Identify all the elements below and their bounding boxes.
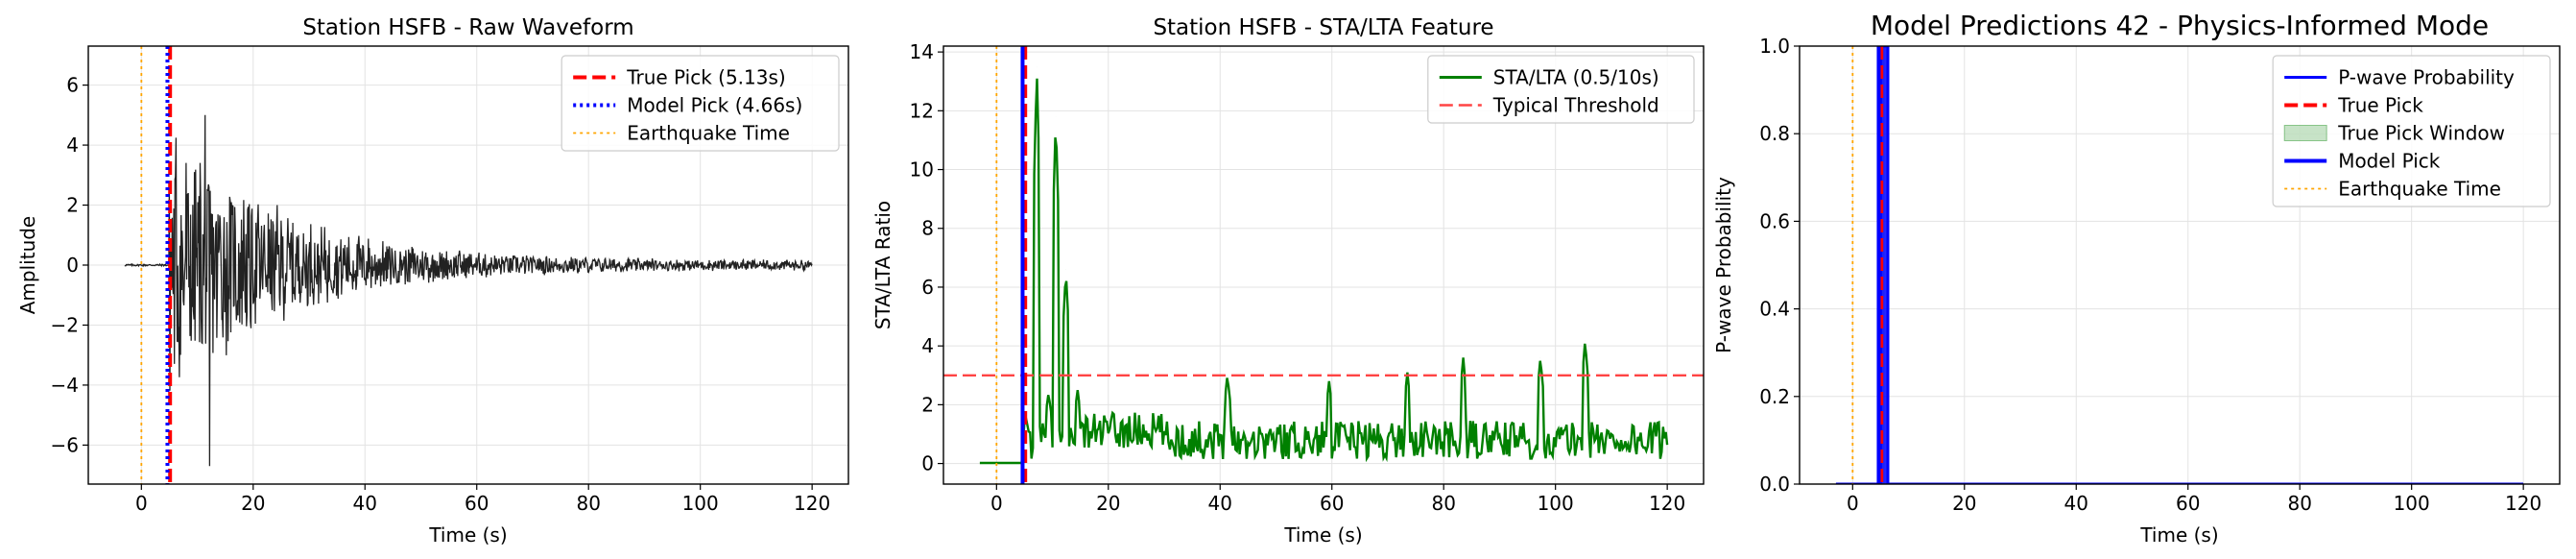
y-tick-label: 0.6 [1759, 209, 1790, 232]
x-tick-label: 20 [241, 492, 265, 515]
x-tick-label: 100 [1538, 492, 1574, 515]
x-tick-label: 100 [682, 492, 719, 515]
y-axis-label: Amplitude [16, 216, 39, 315]
legend-entry: Earthquake Time [2338, 178, 2501, 201]
legend-entry: Typical Threshold [1492, 94, 1659, 117]
x-axis-label: Time (s) [428, 523, 507, 547]
x-tick-label: 120 [1649, 492, 1685, 515]
legend-entry: True Pick (5.13s) [626, 66, 786, 89]
chart-panel-3: 0 20 40 60 80 100 120 0.0 0.2 0.4 0.6 0.8 1.0 Model P… [1712, 10, 2561, 547]
x-tick-label: 80 [2287, 492, 2311, 515]
y-tick-label: 8 [921, 217, 934, 240]
y-tick-label: 6 [66, 74, 79, 97]
axes-frame [942, 45, 1705, 485]
legend-box [561, 55, 840, 152]
legend: STA/LTA (0.5/10s) Typical Threshold [1427, 55, 1695, 124]
legend-entry: True Pick Window [2337, 122, 2505, 145]
legend: True Pick (5.13s) Model Pick (4.66s) Earth… [561, 55, 840, 152]
x-tick-label: 60 [465, 492, 489, 515]
legend-swatch [2283, 125, 2327, 141]
y-tick-label: 0.4 [1759, 298, 1790, 321]
x-tick-label: 40 [353, 492, 377, 515]
legend-box [2272, 55, 2551, 207]
x-tick-label: 60 [1320, 492, 1344, 515]
y-tick-label: 4 [66, 134, 79, 157]
y-tick-label: −2 [51, 313, 79, 336]
y-tick-label: 2 [921, 393, 934, 416]
y-tick-label: 14 [910, 40, 934, 63]
x-tick-label: 80 [576, 492, 600, 515]
axes-frame [1799, 45, 2561, 485]
x-tick-label: 0 [990, 492, 1003, 515]
x-tick-label: 120 [794, 492, 830, 515]
y-tick-label: 0 [66, 254, 79, 277]
chart-title: Station HSFB - STA/LTA Feature [1153, 15, 1493, 40]
plot-area [943, 46, 1704, 484]
legend-entry: P-wave Probability [2338, 66, 2515, 89]
x-tick-label: 100 [2394, 492, 2430, 515]
y-tick-label: 0.8 [1759, 122, 1790, 145]
y-axis-label: P-wave Probability [1712, 177, 1735, 353]
sta-lta-line [979, 78, 1669, 465]
legend: P-wave Probability True Pick True Pick Win… [2272, 55, 2551, 207]
chart-title: Model Predictions 42 - Physics-Informed … [1871, 10, 2489, 41]
x-tick-label: 0 [135, 492, 148, 515]
chart-panel-2: 0 20 40 60 80 100 120 0 2 4 6 8 10 12 14 Station HSFB -… [871, 15, 1705, 547]
legend-entry: Earthquake Time [627, 122, 790, 145]
x-axis-label: Time (s) [1283, 523, 1362, 547]
y-tick-label: 1.0 [1759, 35, 1790, 58]
probability-pulse [1880, 46, 1889, 484]
y-tick-label: 4 [921, 334, 934, 357]
chart-title: Station HSFB - Raw Waveform [302, 15, 633, 40]
y-tick-label: −6 [51, 433, 79, 456]
x-tick-label: 40 [2064, 492, 2088, 515]
x-tick-label: 80 [1431, 492, 1455, 515]
x-axis-label: Time (s) [2139, 523, 2218, 547]
y-tick-label: 0.2 [1759, 385, 1790, 408]
plot-area [1835, 46, 2524, 484]
waveform-line [124, 114, 813, 467]
y-tick-label: −4 [51, 374, 79, 397]
x-tick-label: 0 [1847, 492, 1859, 515]
x-tick-label: 60 [2176, 492, 2200, 515]
y-tick-label: 0 [921, 452, 934, 475]
plot-area [124, 46, 813, 484]
legend-entry: True Pick [2337, 94, 2423, 117]
legend-entry: Model Pick (4.66s) [627, 94, 802, 117]
x-tick-label: 20 [1096, 492, 1120, 515]
x-tick-label: 20 [1952, 492, 1976, 515]
y-tick-label: 0.0 [1759, 473, 1790, 496]
y-tick-label: 12 [910, 99, 934, 122]
y-tick-label: 6 [921, 276, 934, 299]
legend-entry: Model Pick [2338, 150, 2441, 173]
legend-entry: STA/LTA (0.5/10s) [1493, 66, 1659, 89]
x-tick-label: 40 [1208, 492, 1232, 515]
y-axis-label: STA/LTA Ratio [871, 201, 894, 329]
legend-box [1427, 55, 1695, 124]
x-tick-label: 120 [2505, 492, 2541, 515]
y-tick-label: 2 [66, 194, 79, 217]
chart-panel-1: 0 20 40 60 80 100 120 −6 −4 −2 0 2 4 6 Station HSFB - … [16, 15, 849, 547]
y-tick-label: 10 [910, 158, 934, 182]
